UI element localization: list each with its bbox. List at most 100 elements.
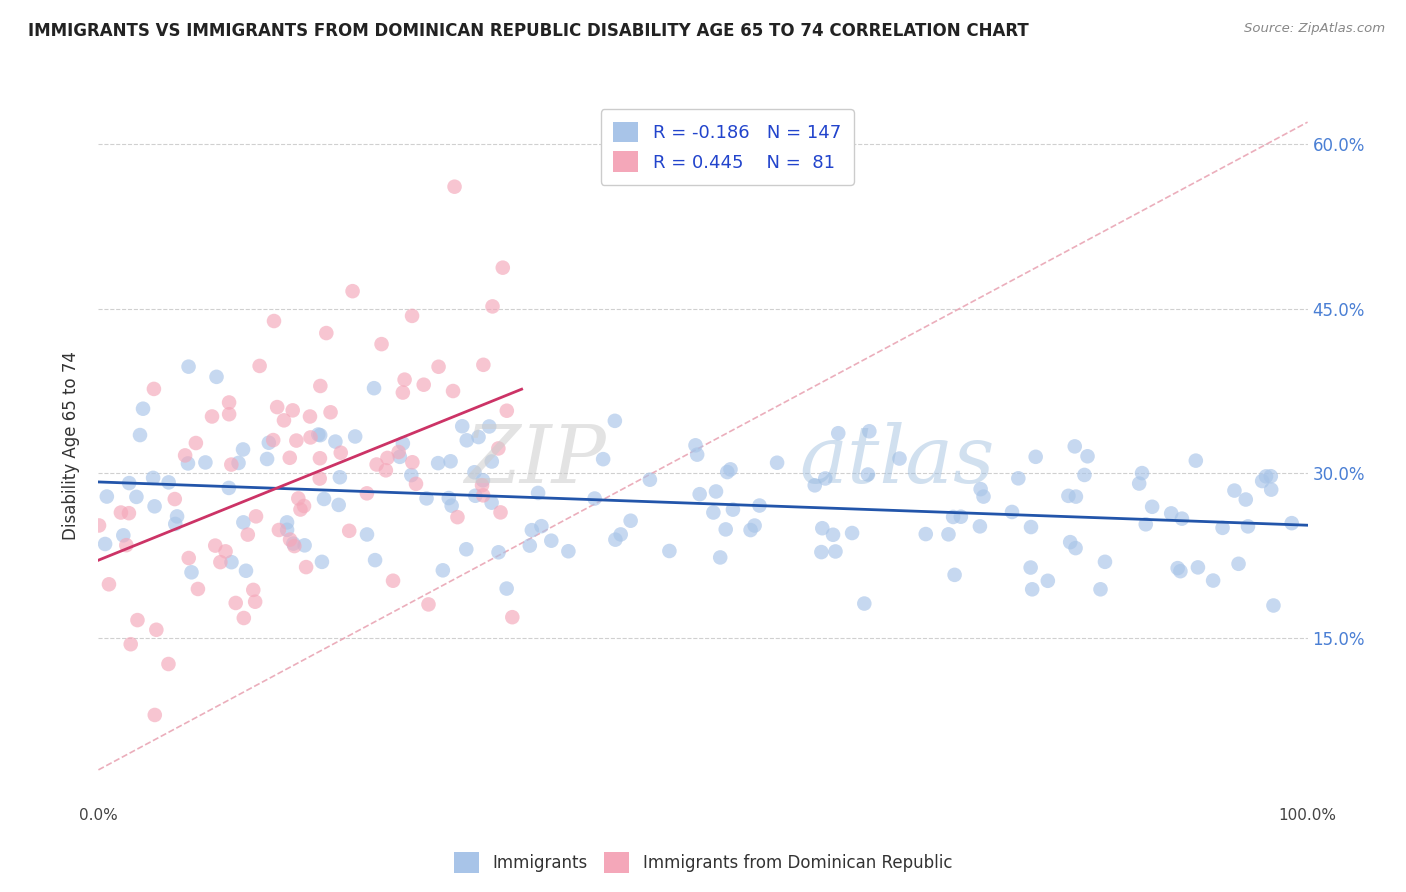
Point: [127, 613, 149, 627]
Point: [142, 471, 165, 485]
Point: [437, 491, 460, 505]
Point: [157, 475, 180, 490]
Point: [125, 490, 148, 504]
Point: [364, 553, 387, 567]
Point: [344, 429, 367, 443]
Point: [443, 179, 465, 194]
Point: [204, 539, 226, 553]
Point: [1281, 516, 1303, 530]
Point: [298, 409, 321, 424]
Point: [283, 536, 305, 550]
Point: [456, 542, 478, 557]
Point: [1076, 450, 1098, 464]
Point: [328, 498, 350, 512]
Point: [889, 451, 911, 466]
Point: [412, 377, 434, 392]
Point: [1128, 476, 1150, 491]
Point: [315, 326, 337, 340]
Point: [235, 564, 257, 578]
Point: [1064, 541, 1087, 555]
Point: [418, 598, 440, 612]
Point: [495, 403, 517, 417]
Point: [803, 478, 825, 492]
Point: [943, 567, 966, 582]
Point: [337, 524, 360, 538]
Point: [276, 523, 298, 537]
Point: [214, 544, 236, 558]
Point: [492, 260, 515, 275]
Point: [1185, 453, 1208, 467]
Point: [1227, 557, 1250, 571]
Point: [501, 610, 523, 624]
Text: ZIP: ZIP: [464, 422, 606, 499]
Point: [938, 527, 960, 541]
Point: [1007, 471, 1029, 485]
Point: [309, 379, 332, 393]
Point: [273, 413, 295, 427]
Point: [392, 385, 415, 400]
Point: [319, 405, 342, 419]
Point: [143, 708, 166, 723]
Point: [177, 457, 200, 471]
Point: [294, 538, 316, 552]
Point: [856, 467, 879, 482]
Point: [1251, 474, 1274, 488]
Point: [120, 637, 142, 651]
Point: [221, 458, 243, 472]
Point: [166, 509, 188, 524]
Point: [205, 369, 228, 384]
Point: [157, 657, 180, 671]
Point: [292, 499, 315, 513]
Point: [245, 509, 267, 524]
Point: [278, 533, 301, 547]
Point: [236, 527, 259, 541]
Point: [110, 506, 132, 520]
Point: [949, 509, 972, 524]
Point: [1019, 560, 1042, 574]
Point: [283, 539, 305, 553]
Point: [519, 539, 541, 553]
Point: [262, 433, 284, 447]
Point: [704, 484, 727, 499]
Point: [394, 373, 416, 387]
Point: [276, 516, 298, 530]
Point: [720, 462, 742, 476]
Point: [914, 527, 936, 541]
Legend: Immigrants, Immigrants from Dominican Republic: Immigrants, Immigrants from Dominican Re…: [447, 846, 959, 880]
Point: [356, 486, 378, 500]
Point: [685, 438, 707, 452]
Point: [1130, 466, 1153, 480]
Point: [1073, 467, 1095, 482]
Point: [853, 597, 876, 611]
Point: [451, 419, 474, 434]
Point: [969, 482, 991, 496]
Point: [973, 490, 995, 504]
Point: [1021, 582, 1043, 597]
Point: [1090, 582, 1112, 597]
Point: [401, 309, 423, 323]
Point: [1260, 469, 1282, 483]
Point: [1254, 469, 1277, 483]
Point: [209, 555, 232, 569]
Point: [592, 452, 614, 467]
Point: [218, 407, 240, 421]
Point: [401, 455, 423, 469]
Point: [232, 442, 254, 457]
Point: [112, 528, 135, 542]
Point: [827, 426, 849, 441]
Point: [96, 490, 118, 504]
Point: [463, 465, 485, 479]
Point: [1212, 521, 1234, 535]
Point: [232, 516, 254, 530]
Point: [163, 491, 186, 506]
Point: [488, 545, 510, 559]
Point: [432, 563, 454, 577]
Point: [481, 454, 503, 468]
Point: [824, 544, 846, 558]
Point: [129, 428, 152, 442]
Point: [520, 523, 543, 537]
Point: [821, 528, 844, 542]
Point: [249, 359, 271, 373]
Point: [295, 560, 318, 574]
Point: [603, 414, 626, 428]
